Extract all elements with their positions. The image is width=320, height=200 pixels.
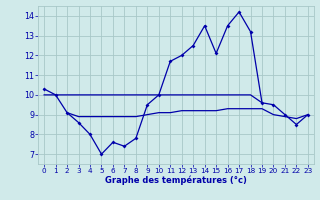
X-axis label: Graphe des températures (°c): Graphe des températures (°c) xyxy=(105,176,247,185)
